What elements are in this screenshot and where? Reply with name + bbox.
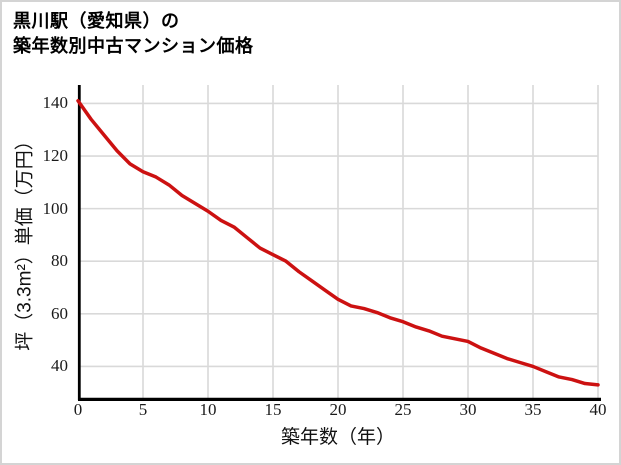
x-axis-label: 築年数（年） (280, 427, 395, 448)
y-tick-label: 100 (42, 198, 69, 218)
y-tick-label: 140 (42, 93, 69, 113)
chart-title-line2: 築年数別中古マンション価格 (13, 36, 254, 56)
x-tick-label: 5 (138, 400, 148, 419)
x-tick-label: 25 (394, 400, 412, 419)
y-tick-label: 40 (51, 356, 68, 376)
chart-title: 黒川駅（愛知県）の 築年数別中古マンション価格 (13, 9, 254, 59)
axes (77, 85, 601, 401)
gridlines (78, 85, 599, 398)
x-tick-label: 0 (73, 400, 83, 419)
y-tick-label: 80 (51, 251, 68, 271)
x-tick-label: 30 (459, 400, 477, 419)
x-tick-label: 20 (329, 400, 347, 419)
x-tick-label: 40 (589, 400, 607, 419)
x-tick-label: 15 (264, 400, 282, 419)
x-tick-label: 10 (199, 400, 217, 419)
chart-title-line1: 黒川駅（愛知県）の (13, 11, 180, 31)
x-tick-label: 35 (524, 400, 542, 419)
price-line-series (76, 99, 600, 387)
y-tick-label: 60 (51, 303, 68, 323)
y-tick-label: 120 (42, 146, 69, 166)
y-axis-label-text: 坪（3.3m²）単価（万円） (14, 131, 36, 351)
